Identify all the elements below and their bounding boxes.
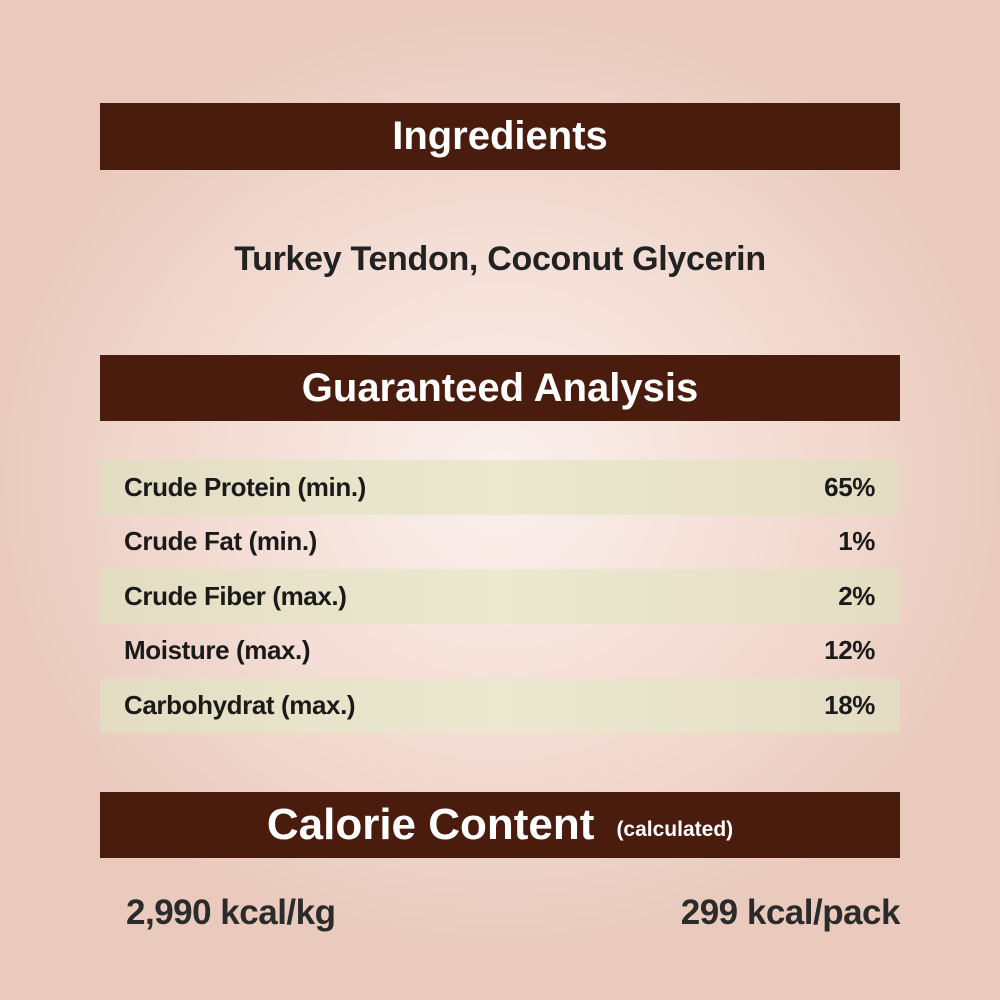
row-label: Moisture (max.) <box>124 635 311 666</box>
analysis-banner: Guaranteed Analysis <box>100 355 900 421</box>
table-row: Crude Fiber (max.) 2% <box>100 569 900 624</box>
table-row: Moisture (max.) 12% <box>100 624 900 679</box>
ingredients-heading: Ingredients <box>392 114 608 158</box>
calorie-banner: Calorie Content (calculated) <box>100 792 900 858</box>
row-label: Carbohydrat (max.) <box>124 689 356 720</box>
table-row: Carbohydrat (max.) 18% <box>100 678 900 733</box>
table-row: Crude Fat (min.) 1% <box>100 515 900 570</box>
row-label: Crude Fiber (max.) <box>124 580 347 611</box>
table-row: Crude Protein (min.) 65% <box>100 460 900 515</box>
row-label: Crude Fat (min.) <box>124 526 317 557</box>
row-value: 65% <box>824 471 875 502</box>
analysis-heading: Guaranteed Analysis <box>301 365 699 410</box>
row-value: 2% <box>838 580 875 611</box>
calorie-heading: Calorie Content <box>266 800 595 849</box>
calorie-subheading: (calculated) <box>616 818 734 841</box>
row-value: 12% <box>824 635 875 666</box>
ingredients-banner: Ingredients <box>100 103 900 170</box>
calories-per-pack: 299 kcal/pack <box>680 893 901 932</box>
row-value: 18% <box>824 689 875 720</box>
row-value: 1% <box>838 526 875 557</box>
row-label: Crude Protein (min.) <box>124 471 366 502</box>
ingredients-text: Turkey Tendon, Coconut Glycerin <box>234 240 766 278</box>
analysis-table: Crude Protein (min.) 65% Crude Fat (min.)… <box>100 460 900 733</box>
calories-per-kg: 2,990 kcal/kg <box>126 893 336 932</box>
